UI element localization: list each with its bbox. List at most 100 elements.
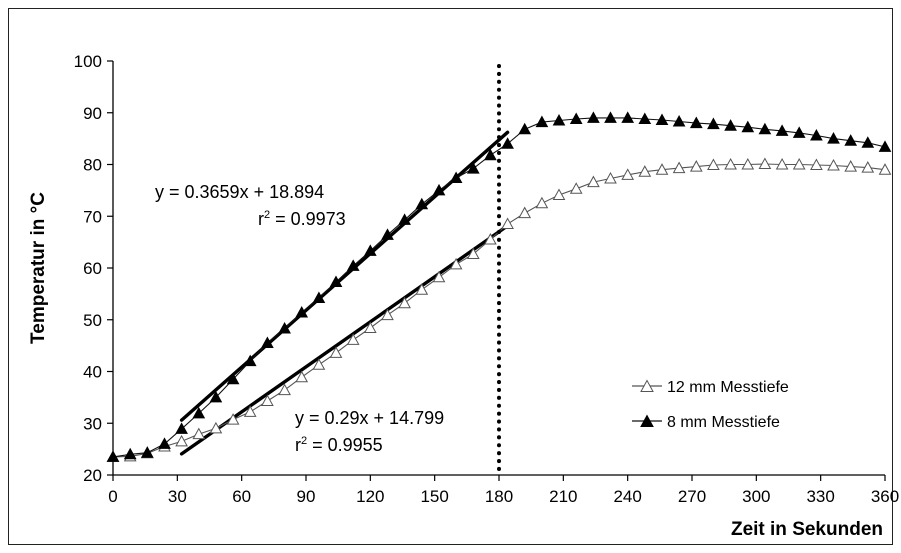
r2-value: = 0.9955	[307, 435, 383, 455]
data-point-filled-triangle	[792, 126, 806, 138]
data-point-filled-triangle	[123, 447, 137, 460]
data-point-filled-triangle	[569, 112, 583, 124]
y-tick-label: 80	[83, 156, 102, 175]
data-point-filled-triangle	[415, 197, 429, 210]
x-tick-label: 90	[297, 487, 316, 506]
trendline-r2: r2 = 0.9955	[295, 435, 383, 455]
data-point-open-triangle	[226, 413, 240, 425]
data-point-filled-triangle	[140, 446, 154, 458]
data-point-open-triangle	[552, 188, 566, 200]
x-tick-label: 330	[806, 487, 834, 506]
data-point-open-triangle	[346, 333, 360, 345]
data-point-filled-triangle	[175, 422, 188, 434]
data-point-filled-triangle	[827, 132, 840, 144]
r2-symbol: r	[258, 209, 264, 229]
x-tick-label: 60	[232, 487, 251, 506]
data-point-filled-triangle	[209, 390, 223, 403]
y-axis-title: Temperatur in °C	[28, 192, 49, 344]
x-tick-label: 360	[871, 487, 899, 506]
data-point-filled-triangle	[312, 291, 326, 303]
y-tick-label: 50	[83, 311, 102, 330]
data-point-filled-triangle	[501, 137, 514, 149]
legend-item-12mm: 12 mm Messtiefe	[632, 379, 789, 396]
x-tick-label: 30	[168, 487, 187, 506]
data-point-filled-triangle	[518, 122, 532, 135]
data-point-open-triangle	[398, 296, 411, 309]
data-point-open-triangle	[295, 370, 309, 383]
data-point-open-triangle	[775, 157, 789, 170]
data-point-open-triangle	[621, 168, 635, 180]
r2-symbol: r	[295, 435, 301, 455]
data-point-open-triangle	[449, 257, 463, 270]
data-point-filled-triangle	[810, 128, 823, 141]
data-point-filled-triangle	[724, 119, 737, 131]
data-point-filled-triangle	[775, 124, 789, 136]
axes: 20 30 40 50 60 70 80 90 100 0 30 60 90 120 150 180 210 24…	[74, 52, 900, 506]
x-tick-label: 180	[485, 487, 513, 506]
data-point-filled-triangle	[346, 259, 360, 271]
data-point-open-triangle	[861, 161, 875, 173]
data-point-filled-triangle	[363, 244, 377, 256]
trendline-annotation-12mm: y = 0.29x + 14.799 r2 = 0.9955	[295, 408, 444, 455]
y-tick-label: 30	[83, 414, 102, 433]
data-point-open-triangle	[261, 394, 274, 406]
data-point-open-triangle	[741, 157, 755, 170]
data-point-filled-triangle	[106, 450, 120, 462]
data-point-open-triangle	[415, 283, 429, 295]
legend-label: 12 mm Messtiefe	[667, 379, 789, 396]
data-point-open-triangle	[175, 434, 188, 447]
y-tick-label: 100	[74, 52, 102, 71]
data-point-open-triangle	[758, 157, 772, 169]
data-point-filled-triangle	[638, 112, 652, 124]
data-point-filled-triangle	[552, 113, 566, 126]
r2-exponent: 2	[264, 209, 270, 221]
trendline	[179, 130, 510, 422]
data-point-open-triangle	[844, 160, 858, 172]
data-point-open-triangle	[329, 346, 343, 358]
x-tick-label: 0	[108, 487, 117, 506]
data-point-filled-triangle	[689, 116, 703, 129]
trendline-r2: r2 = 0.9973	[258, 209, 346, 229]
y-tick-label: 20	[83, 466, 102, 485]
x-tick-label: 120	[356, 487, 384, 506]
data-point-filled-triangle	[192, 406, 206, 419]
data-point-open-triangle	[827, 158, 840, 171]
data-point-open-triangle	[604, 171, 617, 184]
chart-frame	[8, 8, 893, 545]
data-point-open-triangle	[587, 175, 600, 188]
data-point-filled-triangle	[398, 213, 411, 225]
x-tick-label: 300	[742, 487, 770, 506]
data-point-open-triangle	[432, 270, 446, 283]
data-point-open-triangle	[278, 383, 291, 396]
data-point-filled-triangle	[226, 372, 240, 385]
data-point-open-triangle	[209, 421, 223, 434]
x-tick-label: 210	[549, 487, 577, 506]
data-point-filled-triangle	[535, 115, 549, 128]
y-tick-label: 40	[83, 363, 102, 382]
data-point-filled-triangle	[449, 171, 463, 183]
x-tick-label: 270	[678, 487, 706, 506]
data-point-open-triangle	[569, 182, 583, 194]
data-point-open-triangle	[243, 405, 257, 417]
r2-exponent: 2	[301, 435, 307, 447]
data-point-open-triangle	[724, 157, 737, 170]
data-point-open-triangle	[381, 308, 394, 321]
data-point-filled-triangle	[878, 140, 892, 152]
open-triangle-icon	[640, 379, 654, 392]
data-point-filled-triangle	[278, 321, 291, 334]
data-point-open-triangle	[792, 157, 806, 170]
legend: 12 mm Messtiefe 8 mm Messtiefe	[632, 379, 789, 431]
filled-triangle-icon	[640, 414, 654, 427]
data-point-open-triangle	[484, 232, 497, 245]
data-point-open-triangle	[878, 163, 892, 175]
data-point-filled-triangle	[158, 437, 171, 449]
data-point-open-triangle	[638, 165, 652, 177]
legend-label: 8 mm Messtiefe	[667, 414, 780, 431]
data-point-filled-triangle	[329, 275, 343, 287]
data-point-open-triangle	[689, 160, 703, 172]
data-point-filled-triangle	[587, 111, 600, 123]
data-point-filled-triangle	[432, 183, 446, 196]
data-point-filled-triangle	[381, 228, 394, 240]
data-point-filled-triangle	[655, 113, 669, 125]
